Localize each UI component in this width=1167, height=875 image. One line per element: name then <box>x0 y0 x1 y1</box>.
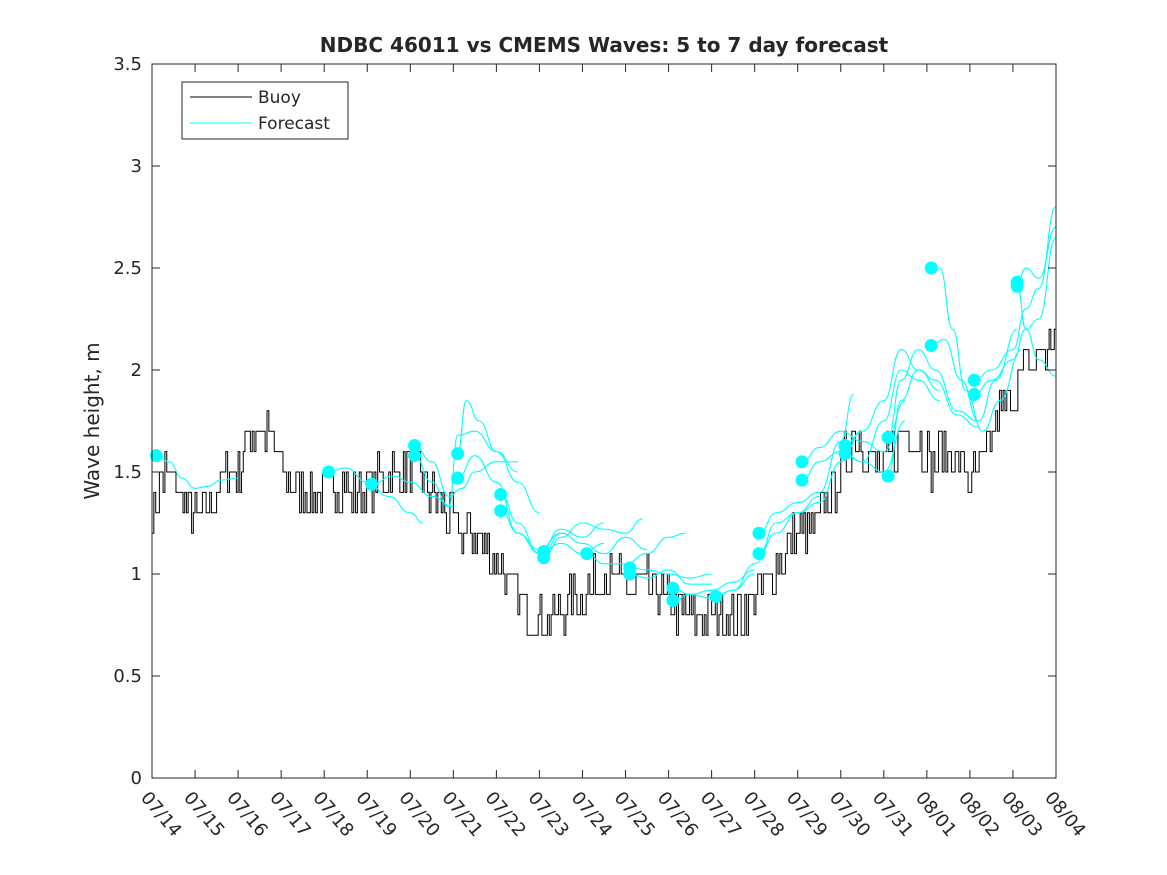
forecast-start-marker-13 <box>623 567 637 581</box>
forecast-start-marker-10 <box>537 551 551 565</box>
forecast-run-line-22 <box>845 369 940 463</box>
forecast-start-marker-6 <box>451 471 465 485</box>
forecast-start-marker-2 <box>365 477 379 491</box>
axes-box <box>151 63 1057 779</box>
forecast-run-line-3 <box>414 444 518 498</box>
legend: Buoy Forecast <box>181 81 349 140</box>
forecast-run-line-2 <box>371 475 454 508</box>
y-tick-label-1: 0.5 <box>113 666 142 687</box>
forecast-run-line-13 <box>629 569 712 585</box>
forecast-start-marker-11 <box>580 547 594 561</box>
forecast-start-marker-28 <box>967 387 981 401</box>
forecast-start-marker-26 <box>924 339 938 353</box>
forecast-start-marker-24 <box>881 469 895 483</box>
forecast-run-line-26 <box>931 328 1018 422</box>
forecast-run-line-29 <box>1017 226 1056 283</box>
forecast-run-line-19 <box>801 400 906 463</box>
forecast-run-line-0 <box>156 455 239 489</box>
forecast-run-line-11 <box>586 532 686 565</box>
forecast-start-marker-3 <box>408 438 422 452</box>
forecast-run-line-27 <box>974 206 1056 381</box>
forecast-start-marker-20 <box>795 473 809 487</box>
y-tick-label-5: 2.5 <box>113 258 142 279</box>
forecast-start-marker-7 <box>494 487 508 501</box>
legend-box <box>181 81 349 140</box>
legend-buoy-label: Buoy <box>258 88 301 108</box>
forecast-start-marker-19 <box>795 455 809 469</box>
forecast-start-marker-8 <box>494 504 508 518</box>
y-axis-label: Wave height, m <box>80 342 104 499</box>
forecast-start-marker-4 <box>408 449 422 463</box>
buoy-series-line <box>152 328 1056 636</box>
forecast-run-line-18 <box>758 430 863 555</box>
chart-title: NDBC 46011 vs CMEMS Waves: 5 to 7 day fo… <box>320 33 889 57</box>
forecast-start-marker-1 <box>321 465 335 479</box>
forecast-run-line-10 <box>543 518 643 559</box>
forecast-run-line-9 <box>543 532 648 555</box>
forecast-run-line-1 <box>328 467 424 524</box>
forecast-run-line-25 <box>931 267 1022 432</box>
y-tick-label-2: 1 <box>131 564 142 585</box>
y-tick-label-7: 3.5 <box>113 54 142 75</box>
y-tick-label-4: 2 <box>131 360 142 381</box>
forecast-start-marker-27 <box>967 373 981 387</box>
forecast-run-line-28 <box>974 236 1056 396</box>
forecast-start-marker-17 <box>752 526 766 540</box>
forecast-start-marker-5 <box>451 447 465 461</box>
forecast-start-marker-18 <box>752 547 766 561</box>
y-tick-label-3: 1.5 <box>113 462 142 483</box>
forecast-run-line-20 <box>801 420 906 481</box>
forecast-start-marker-22 <box>838 447 852 461</box>
forecast-run-line-30 <box>1016 285 1056 377</box>
y-tick-label-6: 3 <box>131 156 142 177</box>
legend-forecast-label: Forecast <box>258 114 330 134</box>
forecast-run-line-14 <box>672 569 755 595</box>
forecast-start-marker-30 <box>1010 279 1024 293</box>
forecast-start-marker-23 <box>881 430 895 444</box>
plot-area <box>149 63 1057 779</box>
forecast-start-marker-0 <box>149 449 163 463</box>
forecast-start-marker-15 <box>666 594 680 608</box>
forecast-run-line-23 <box>887 349 979 438</box>
y-tick-label-0: 0 <box>131 768 142 789</box>
forecast-run-line-7 <box>500 493 605 555</box>
forecast-start-marker-16 <box>709 589 723 603</box>
forecast-start-marker-14 <box>666 581 680 595</box>
forecast-run-line-5 <box>457 400 540 514</box>
forecast-run-line-12 <box>629 567 712 579</box>
y-axis-ticks: 0 0.5 1 1.5 2 2.5 3 3.5 <box>113 54 1056 789</box>
forecast-start-marker-25 <box>924 261 938 275</box>
forecast-run-line-24 <box>887 369 979 477</box>
